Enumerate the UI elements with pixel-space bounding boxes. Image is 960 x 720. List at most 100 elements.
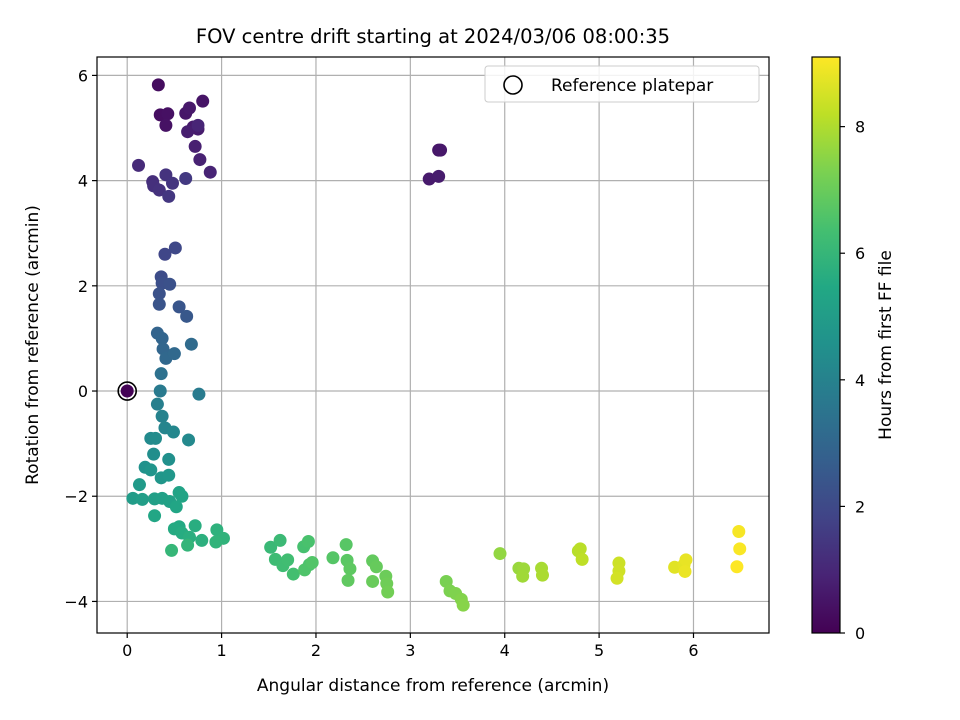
scatter-point xyxy=(168,241,182,255)
colorbar-tick-label: 4 xyxy=(855,371,865,390)
scatter-point xyxy=(196,94,210,108)
scatter-point xyxy=(154,367,168,381)
reference-platepar-point xyxy=(117,381,138,401)
colorbar-ticks: 0 2 4 6 8 xyxy=(840,118,865,643)
scatter-point xyxy=(381,585,395,599)
colorbar-tick-label: 2 xyxy=(855,497,865,516)
x-tick-label: 4 xyxy=(500,641,510,660)
scatter-point xyxy=(155,331,169,345)
scatter-point xyxy=(339,538,353,552)
colorbar: 0 2 4 6 8 Hours from first FF file xyxy=(811,56,896,643)
scatter-point xyxy=(733,542,747,556)
scatter-point xyxy=(132,478,146,492)
scatter-point xyxy=(120,384,134,398)
y-tick-label: 4 xyxy=(78,172,88,191)
legend: Reference platepar xyxy=(484,65,760,103)
scatter-point xyxy=(155,409,169,423)
scatter-point xyxy=(181,538,195,552)
scatter-point xyxy=(188,139,202,153)
scatter-point xyxy=(193,153,207,167)
scatter-point xyxy=(182,101,196,115)
scatter-point xyxy=(162,452,176,466)
scatter-point xyxy=(180,309,194,323)
scatter-point xyxy=(209,535,223,549)
scatter-point xyxy=(182,433,196,447)
scatter-point xyxy=(150,397,164,411)
scatter-point xyxy=(273,533,287,547)
scatter-point xyxy=(264,540,278,554)
scatter-point xyxy=(535,568,549,582)
x-tick-label: 6 xyxy=(688,641,698,660)
legend-marker xyxy=(503,75,523,95)
scatter-point xyxy=(172,300,186,314)
y-tick-label: 6 xyxy=(78,66,88,85)
scatter-point xyxy=(147,447,161,461)
scatter-point xyxy=(341,573,355,587)
scatter-point xyxy=(135,492,149,506)
scatter-point xyxy=(195,533,209,547)
scatter-point xyxy=(678,564,692,578)
x-tick-label: 1 xyxy=(216,641,226,660)
scatter-point xyxy=(184,337,198,351)
scatter-point xyxy=(188,519,202,533)
scatter-point xyxy=(179,172,193,186)
scatter-point xyxy=(148,509,162,523)
scatter-point xyxy=(126,491,140,505)
y-tick-label: −2 xyxy=(64,487,88,506)
chart-title: FOV centre drift starting at 2024/03/06 … xyxy=(196,25,670,48)
scatter-point xyxy=(203,165,217,179)
scatter-point xyxy=(167,347,181,361)
scatter-point xyxy=(730,560,744,574)
scatter-point xyxy=(162,189,176,203)
scatter-point xyxy=(286,567,300,581)
scatter-point xyxy=(366,574,380,588)
scatter-point xyxy=(516,569,530,583)
scatter-point xyxy=(161,107,175,121)
colorbar-tick-label: 8 xyxy=(855,118,865,137)
scatter-point xyxy=(369,560,383,574)
x-tick-label: 5 xyxy=(594,641,604,660)
scatter-point xyxy=(456,598,470,612)
y-axis-label: Rotation from reference (arcmin) xyxy=(23,205,43,485)
reference-marker xyxy=(117,381,138,401)
y-tick-label: 0 xyxy=(78,382,88,401)
scatter-point xyxy=(175,489,189,503)
scatter-point xyxy=(166,425,180,439)
x-tick-label: 2 xyxy=(311,641,321,660)
scatter-points xyxy=(120,78,747,612)
y-axis: −4 −2 0 2 4 6 xyxy=(64,66,97,611)
scatter-point xyxy=(181,125,195,139)
scatter-point xyxy=(305,556,319,570)
scatter-point xyxy=(152,297,166,311)
scatter-point xyxy=(432,169,446,183)
scatter-point xyxy=(679,553,693,567)
scatter-point xyxy=(732,524,746,538)
colorbar-tick-label: 6 xyxy=(855,244,865,263)
x-tick-label: 3 xyxy=(405,641,415,660)
colorbar-gradient xyxy=(811,56,841,634)
x-axis: 0 1 2 3 4 5 6 xyxy=(122,633,699,660)
scatter-point xyxy=(153,384,167,398)
scatter-point xyxy=(159,118,173,132)
scatter-point xyxy=(132,158,146,172)
scatter-point xyxy=(166,176,180,190)
scatter-point xyxy=(169,500,183,514)
colorbar-label: Hours from first FF file xyxy=(876,250,896,440)
scatter-point xyxy=(434,143,448,157)
x-tick-label: 0 xyxy=(122,641,132,660)
scatter-point xyxy=(326,551,340,565)
y-tick-label: −4 xyxy=(64,592,88,611)
scatter-point xyxy=(343,562,357,576)
scatter-point xyxy=(144,463,158,477)
scatter-point xyxy=(573,542,587,556)
scatter-point xyxy=(610,571,624,585)
scatter-point xyxy=(191,118,205,132)
scatter-point xyxy=(493,547,507,561)
scatter-point xyxy=(162,468,176,482)
colorbar-tick-label: 0 xyxy=(855,624,865,643)
scatter-point xyxy=(163,277,177,291)
scatter-point xyxy=(151,78,165,92)
plot-frame xyxy=(96,56,770,634)
legend-box xyxy=(484,65,760,103)
